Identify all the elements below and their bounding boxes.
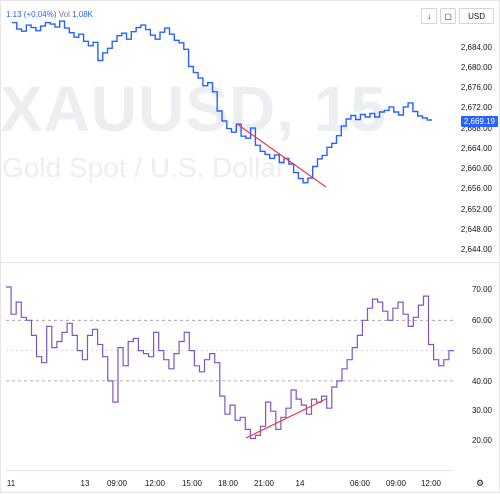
price-tick: 2,684.00 <box>460 43 492 52</box>
time-tick: 06:00 <box>349 479 371 488</box>
rsi-tick: 70.00 <box>471 285 492 294</box>
square-icon[interactable]: ▢ <box>440 8 457 24</box>
rsi-series-line <box>6 286 454 440</box>
legend-change: 1.13 (+0.04%) <box>6 10 57 19</box>
settings-gear-icon[interactable]: ⚙ <box>476 478 485 488</box>
time-tick: 18:00 <box>217 479 239 488</box>
rsi-tick: 50.00 <box>471 347 492 356</box>
rsi-pane[interactable] <box>6 263 454 470</box>
price-series-line <box>12 20 432 184</box>
time-tick: 15:00 <box>181 479 203 488</box>
price-tick: 2,672.00 <box>460 103 492 112</box>
down-arrow-icon[interactable]: ↓ <box>421 8 438 24</box>
price-tick: 2,680.00 <box>460 63 492 72</box>
price-line-chart[interactable] <box>6 0 453 262</box>
rsi-trendline <box>245 398 327 439</box>
watermark-description: Gold Spot / U.S. Dollar <box>2 152 286 183</box>
price-tick: 2,664.00 <box>460 144 492 153</box>
time-tick: 11 <box>6 479 16 488</box>
time-axis[interactable]: 11 13 09:00 12:00 15:00 18:00 21:00 14 0… <box>6 470 453 494</box>
rsi-tick: 20.00 <box>471 436 492 445</box>
legend-volume-label: Vol <box>58 10 70 19</box>
price-tick: 2,668.00 <box>460 124 492 133</box>
rsi-tick: 30.00 <box>471 406 492 415</box>
chart-toolbar: ↓ ▢ USD <box>421 8 494 24</box>
watermark-symbol: XAUUSD, 15 <box>0 73 387 145</box>
time-tick: 21:00 <box>253 479 275 488</box>
legend-volume-value: 1.08K <box>72 10 93 19</box>
price-axis[interactable]: 2,684.00 2,680.00 2,676.00 2,672.00 2,66… <box>453 0 500 262</box>
pane-separator[interactable] <box>0 262 500 263</box>
series-legend: 1.13 (+0.04%) Vol 1.08K <box>6 10 93 19</box>
time-tick: 12:00 <box>420 479 442 488</box>
price-tick: 2,644.00 <box>460 245 492 254</box>
current-price-label: 2,669.19 <box>460 116 498 127</box>
rsi-tick: 60.00 <box>471 316 492 325</box>
rsi-axis[interactable]: 70.00 60.00 50.00 40.00 30.00 20.00 <box>453 263 500 470</box>
time-tick: 09:00 <box>385 479 407 488</box>
time-tick: 12:00 <box>144 479 166 488</box>
time-tick: 13 <box>80 479 90 488</box>
price-tick: 2,660.00 <box>460 164 492 173</box>
time-tick: 14 <box>295 479 305 488</box>
price-pane[interactable]: XAUUSD, 15 Gold Spot / U.S. Dollar <box>0 0 453 262</box>
time-tick: 09:00 <box>106 479 128 488</box>
price-tick: 2,656.00 <box>460 184 492 193</box>
price-tick: 2,652.00 <box>460 205 492 214</box>
price-tick: 2,648.00 <box>460 225 492 234</box>
price-tick: 2,676.00 <box>460 83 492 92</box>
rsi-tick: 40.00 <box>471 377 492 386</box>
currency-button[interactable]: USD <box>459 8 494 24</box>
rsi-line-chart[interactable] <box>6 263 454 470</box>
price-trendline <box>236 123 327 188</box>
